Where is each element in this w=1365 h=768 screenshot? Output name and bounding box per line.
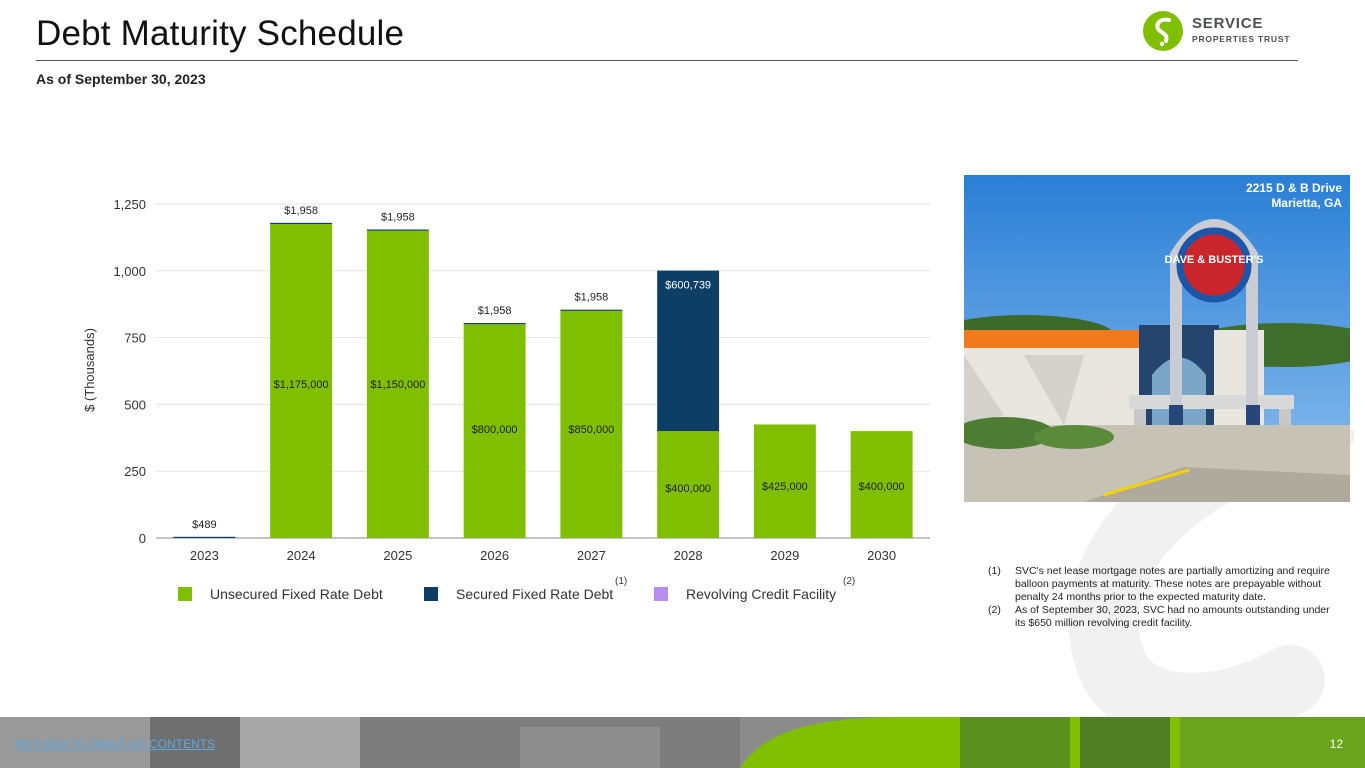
sign-text: DAVE & BUSTER'S bbox=[1165, 254, 1264, 266]
bar-unsecured bbox=[850, 431, 913, 538]
bar-secured bbox=[173, 536, 236, 538]
return-to-contents-link[interactable]: RETURN TO TABLE OF CONTENTS bbox=[16, 737, 216, 751]
footnote-1-text: SVC's net lease mortgage notes are parti… bbox=[1015, 565, 1330, 603]
footer-band bbox=[0, 717, 1365, 768]
x-tick-label: 2027 bbox=[577, 548, 606, 563]
bar-secured bbox=[463, 323, 526, 325]
data-label-unsecured: $800,000 bbox=[472, 424, 518, 436]
photo-caption-address: 2215 D & B Drive bbox=[1245, 181, 1342, 195]
legend-swatch-secured bbox=[424, 587, 438, 601]
legend-label-unsecured: Unsecured Fixed Rate Debt bbox=[210, 586, 383, 602]
x-tick-label: 2025 bbox=[383, 548, 412, 563]
page-title: Debt Maturity Schedule bbox=[36, 14, 405, 53]
photo-caption-city: Marietta, GA bbox=[1271, 196, 1342, 210]
x-tick-label: 2030 bbox=[867, 548, 896, 563]
y-tick-label: 1,250 bbox=[113, 197, 146, 212]
photo-caption: 2215 D & B Drive Marietta, GA bbox=[1246, 181, 1342, 211]
footnote-2: (2) As of September 30, 2023, SVC had no… bbox=[988, 604, 1338, 630]
property-photo-image: DAVE & BUSTER'S bbox=[964, 175, 1350, 502]
data-label-secured: $1,958 bbox=[381, 212, 415, 224]
x-tick-label: 2029 bbox=[770, 548, 799, 563]
y-tick-label: 500 bbox=[124, 397, 146, 412]
y-axis-label: $ (Thousands) bbox=[82, 328, 97, 412]
data-label-unsecured: $850,000 bbox=[568, 424, 614, 436]
page-number: 12 bbox=[1329, 737, 1343, 751]
bar-unsecured bbox=[657, 431, 720, 538]
data-label-secured: $1,958 bbox=[478, 305, 512, 317]
footnote-2-number: (2) bbox=[988, 604, 1001, 616]
bar-unsecured bbox=[753, 424, 816, 538]
footnotes: (1) SVC's net lease mortgage notes are p… bbox=[988, 565, 1338, 630]
logo-subname: PROPERTIES TRUST bbox=[1192, 34, 1291, 44]
data-label-unsecured: $1,175,000 bbox=[274, 379, 329, 391]
bar-secured bbox=[560, 309, 623, 311]
data-label-unsecured: $400,000 bbox=[859, 481, 905, 493]
bar-unsecured bbox=[270, 224, 333, 538]
bar-secured bbox=[366, 229, 429, 231]
footnote-1: (1) SVC's net lease mortgage notes are p… bbox=[988, 565, 1338, 604]
legend-swatch-revolving bbox=[654, 587, 668, 601]
title-rule bbox=[36, 60, 1298, 61]
legend-note-secured: (1) bbox=[615, 576, 628, 587]
legend-label-secured: Secured Fixed Rate Debt bbox=[456, 586, 614, 602]
legend-note-revolving: (2) bbox=[843, 576, 856, 587]
bar-unsecured bbox=[366, 230, 429, 538]
x-tick-label: 2024 bbox=[287, 548, 316, 563]
logo-mark-icon bbox=[1143, 11, 1183, 51]
y-tick-label: 1,000 bbox=[113, 264, 146, 279]
data-label-unsecured: $1,150,000 bbox=[370, 379, 425, 391]
data-label-secured: $600,739 bbox=[665, 280, 711, 292]
footer-background-image bbox=[0, 717, 1365, 768]
bar-unsecured bbox=[463, 324, 526, 538]
data-label-secured: $1,958 bbox=[284, 205, 318, 217]
legend-label-revolving: Revolving Credit Facility bbox=[686, 586, 837, 602]
y-tick-label: 250 bbox=[124, 464, 146, 479]
footnote-1-number: (1) bbox=[988, 565, 1001, 577]
property-photo: DAVE & BUSTER'S 2215 D & B Drive Mariett… bbox=[964, 175, 1350, 502]
bar-unsecured bbox=[560, 310, 623, 538]
data-label-unsecured: $425,000 bbox=[762, 481, 808, 493]
y-tick-label: 750 bbox=[124, 331, 146, 346]
company-logo: SERVICE PROPERTIES TRUST bbox=[1142, 10, 1302, 54]
debt-maturity-chart: $489 $1,175,000 $1,958 $1,150,000 $1,958 $800… bbox=[82, 197, 930, 563]
logo-name: SERVICE bbox=[1192, 15, 1264, 32]
data-label-secured: $489 bbox=[192, 519, 216, 531]
data-label-secured: $1,958 bbox=[575, 292, 609, 304]
y-tick-label: 0 bbox=[139, 531, 146, 546]
data-label-unsecured: $400,000 bbox=[665, 483, 711, 495]
x-tick-label: 2026 bbox=[480, 548, 509, 563]
x-tick-label: 2028 bbox=[674, 548, 703, 563]
bar-secured bbox=[270, 222, 333, 225]
x-tick-label: 2023 bbox=[190, 548, 219, 563]
page-subtitle: As of September 30, 2023 bbox=[36, 71, 206, 87]
footnote-2-text: As of September 30, 2023, SVC had no amo… bbox=[1015, 604, 1330, 629]
bar-secured bbox=[657, 270, 720, 432]
legend-swatch-unsecured bbox=[178, 587, 192, 601]
